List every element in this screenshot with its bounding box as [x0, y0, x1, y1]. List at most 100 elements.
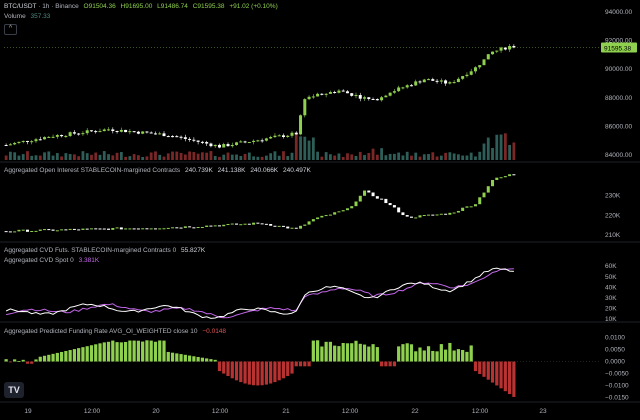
oi-candle [21, 229, 25, 231]
funding-bar [435, 351, 439, 362]
candle-body [111, 129, 115, 132]
cvd-lines [5, 267, 514, 319]
oi-candle [85, 228, 89, 230]
candle [128, 129, 132, 135]
candle [260, 138, 264, 143]
candle [85, 128, 89, 136]
oi-candle [260, 223, 264, 225]
time-scale: 19 12:00 20 12:00 21 12:00 22 12:00 23 [24, 408, 547, 415]
candle-body [128, 131, 132, 133]
oi-candle [367, 190, 371, 193]
funding-bar [478, 361, 482, 374]
candle-body [456, 78, 460, 83]
funding-bar [111, 340, 115, 362]
funding-bar [247, 361, 251, 385]
funding-bar [68, 350, 72, 362]
symbol-label[interactable]: BTC/USDT [4, 3, 37, 10]
candle-body [290, 132, 294, 136]
cvd-spot-line [5, 267, 514, 319]
funding-bar [397, 346, 401, 362]
candle [444, 79, 448, 86]
volume-bar [55, 153, 59, 160]
candle-body [38, 139, 42, 141]
candle [388, 92, 392, 97]
volume-bar [410, 155, 413, 160]
volume-label[interactable]: Volume [4, 13, 26, 20]
cvd-spot-value: 3.381K [78, 257, 100, 264]
candle [226, 142, 230, 147]
volume-bar [145, 156, 149, 160]
candle [363, 95, 367, 102]
candle-body [13, 142, 17, 145]
candle-body [439, 80, 443, 82]
oi-tick: 220K [605, 212, 621, 219]
candle [503, 47, 507, 51]
candle-body [418, 81, 422, 83]
candle [149, 131, 153, 134]
volume-bar [47, 151, 51, 160]
candle [115, 130, 119, 134]
cvd-futs-title[interactable]: Aggregated CVD Futs. STABLECOIN-margined… [4, 247, 177, 254]
oi-candle [328, 214, 332, 216]
oi-candle [316, 217, 320, 220]
oi-candle [30, 230, 34, 232]
funding-bar [98, 343, 102, 362]
candle [508, 44, 512, 52]
oi-candle [341, 210, 345, 212]
funding-bar [25, 361, 30, 364]
volume-bar [358, 151, 362, 160]
oi-candle [98, 228, 102, 230]
candle-body [119, 129, 123, 132]
candle-body [115, 131, 119, 133]
volume-bar [9, 151, 12, 160]
candle [13, 141, 17, 146]
candle [38, 136, 42, 141]
candle-body [371, 98, 375, 100]
funding-bar [465, 351, 469, 362]
candle-body [384, 95, 388, 98]
candle-body [281, 135, 285, 138]
volume-bar [282, 151, 285, 160]
candle [30, 140, 34, 145]
oi-candle [350, 206, 354, 209]
volume-bar [64, 153, 68, 160]
volume-bar [17, 155, 21, 160]
candle [98, 128, 102, 133]
funding-bar [324, 341, 328, 362]
candle-body [358, 95, 362, 99]
funding-bar [307, 361, 311, 367]
candle-body [247, 142, 251, 144]
oi-candle [213, 225, 217, 227]
volume-bar [222, 154, 226, 160]
candle-body [465, 74, 469, 77]
oi-candle [141, 228, 145, 230]
funding-bar [145, 340, 149, 362]
candle-body [183, 137, 187, 139]
funding-bar [392, 361, 396, 367]
funding-tick: 0.0050 [605, 347, 625, 354]
candle-body [482, 59, 486, 66]
oi-title[interactable]: Aggregated Open Interest STABLECOIN-marg… [4, 167, 181, 174]
interval-label[interactable]: 1h [42, 3, 50, 10]
candle-body [333, 92, 337, 94]
oi-candle [256, 222, 260, 224]
time-tick: 21 [282, 408, 290, 415]
candle [200, 140, 204, 144]
volume-bar [252, 156, 255, 160]
candle [273, 133, 277, 138]
cvd-spot-title[interactable]: Aggregated CVD Spot 0 [4, 257, 74, 264]
candle [222, 142, 226, 148]
volume-bar [209, 151, 213, 160]
tradingview-logo-icon[interactable]: TV [4, 382, 24, 398]
oi-candle [311, 219, 315, 222]
funding-title[interactable]: Aggregated Predicted Funding Rate AVG_OI… [4, 328, 198, 335]
candle [68, 131, 72, 138]
candle [439, 78, 443, 85]
oi-candle [175, 227, 179, 229]
ohlc-low: L91486.74 [157, 3, 188, 10]
chevron-up-icon[interactable]: ^ [4, 24, 17, 35]
candle-body [136, 131, 140, 134]
ohlc-close: C91595.38 [192, 3, 225, 10]
volume-bar [461, 155, 465, 160]
